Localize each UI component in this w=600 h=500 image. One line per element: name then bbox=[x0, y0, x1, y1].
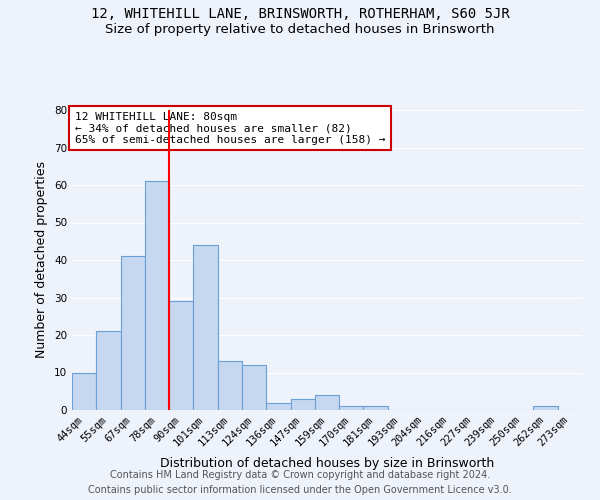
Y-axis label: Number of detached properties: Number of detached properties bbox=[35, 162, 49, 358]
Bar bbox=[266, 402, 290, 410]
Bar bbox=[218, 361, 242, 410]
Text: Contains HM Land Registry data © Crown copyright and database right 2024.
Contai: Contains HM Land Registry data © Crown c… bbox=[88, 470, 512, 495]
Bar bbox=[169, 301, 193, 410]
Text: 12, WHITEHILL LANE, BRINSWORTH, ROTHERHAM, S60 5JR: 12, WHITEHILL LANE, BRINSWORTH, ROTHERHA… bbox=[91, 8, 509, 22]
Bar bbox=[72, 372, 96, 410]
Bar bbox=[193, 245, 218, 410]
Bar bbox=[339, 406, 364, 410]
Bar bbox=[96, 331, 121, 410]
Text: Size of property relative to detached houses in Brinsworth: Size of property relative to detached ho… bbox=[105, 22, 495, 36]
X-axis label: Distribution of detached houses by size in Brinsworth: Distribution of detached houses by size … bbox=[160, 457, 494, 470]
Bar bbox=[364, 406, 388, 410]
Bar bbox=[145, 181, 169, 410]
Text: 12 WHITEHILL LANE: 80sqm
← 34% of detached houses are smaller (82)
65% of semi-d: 12 WHITEHILL LANE: 80sqm ← 34% of detach… bbox=[74, 112, 385, 144]
Bar bbox=[533, 406, 558, 410]
Bar bbox=[242, 365, 266, 410]
Bar bbox=[315, 395, 339, 410]
Bar bbox=[121, 256, 145, 410]
Bar bbox=[290, 399, 315, 410]
